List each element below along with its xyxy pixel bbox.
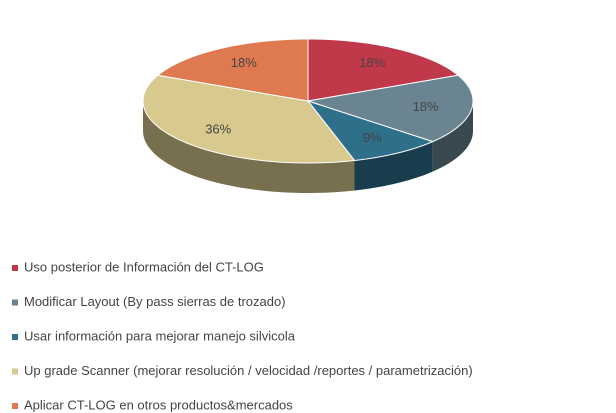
data-label: 18% bbox=[359, 55, 385, 70]
data-label: 18% bbox=[231, 55, 257, 70]
legend-label: Aplicar CT-LOG en otros productos&mercad… bbox=[24, 397, 293, 412]
pie-slice bbox=[142, 74, 356, 164]
legend-swatch bbox=[12, 334, 18, 340]
pie-side bbox=[354, 141, 433, 191]
legend-label: Uso posterior de Información del CT-LOG bbox=[24, 259, 264, 274]
pie-side bbox=[432, 101, 473, 172]
data-label: 18% bbox=[413, 99, 439, 114]
pie-slice bbox=[306, 100, 435, 162]
legend-swatch bbox=[12, 368, 18, 375]
legend-swatch bbox=[12, 403, 18, 409]
legend-label: Usar información para mejorar manejo sil… bbox=[24, 328, 296, 343]
pie-slice bbox=[307, 74, 474, 143]
pie-side bbox=[143, 101, 355, 193]
pie-slice bbox=[156, 38, 309, 102]
legend-label: Up grade Scanner (mejorar resolución / v… bbox=[24, 363, 473, 378]
pie-slice bbox=[307, 38, 460, 102]
data-label: 9% bbox=[363, 130, 382, 145]
legend-swatch bbox=[12, 299, 18, 306]
legend-label: Modificar Layout (By pass sierras de tro… bbox=[24, 294, 286, 309]
data-label: 36% bbox=[205, 122, 231, 137]
legend-swatch bbox=[12, 265, 18, 271]
